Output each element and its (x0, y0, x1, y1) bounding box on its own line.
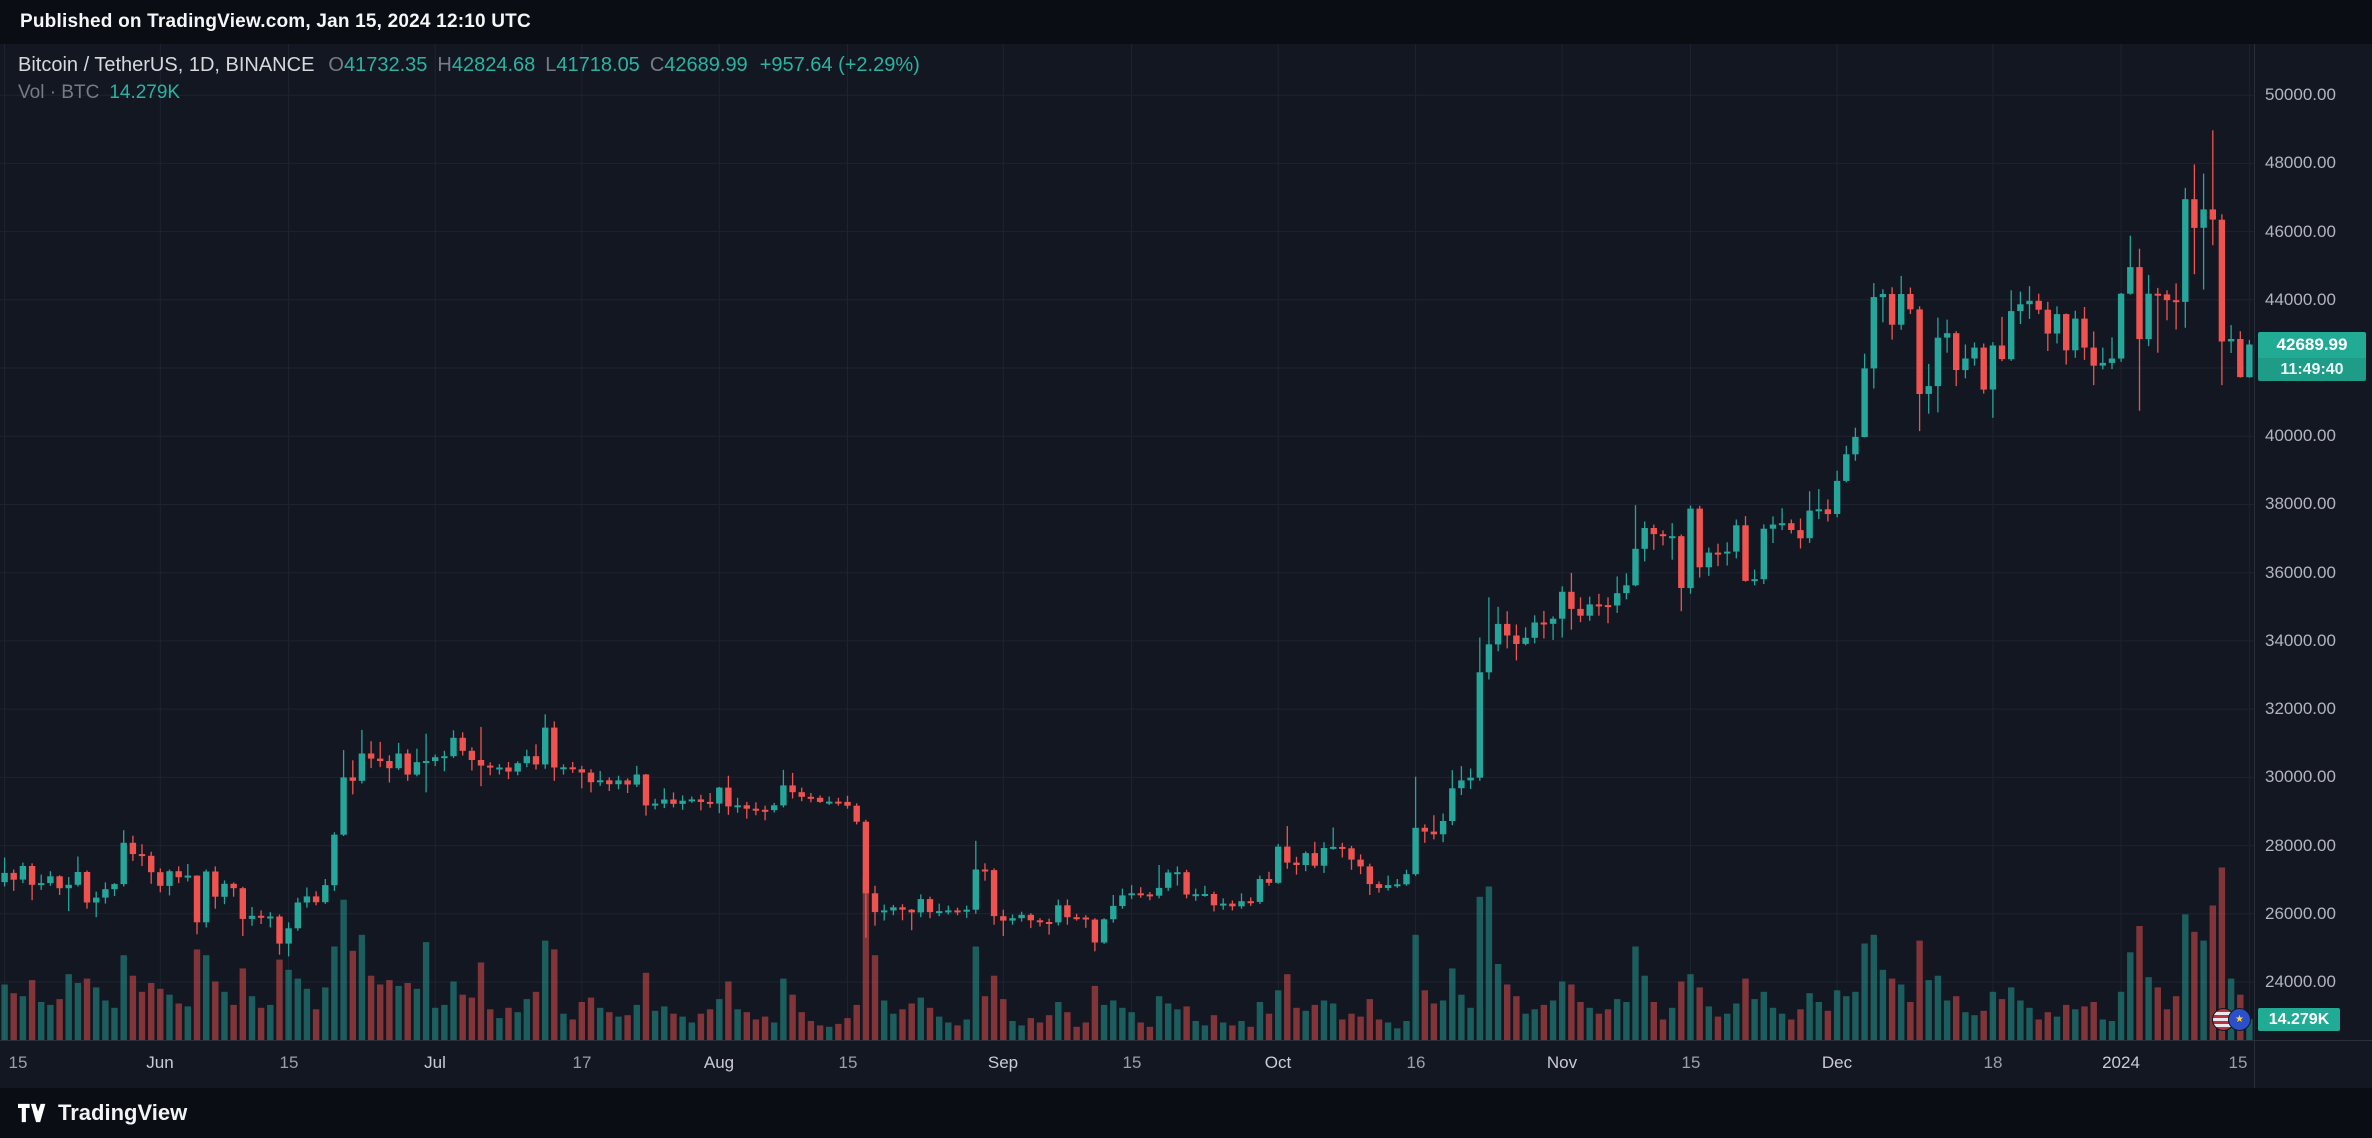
time-tick-label: 18 (1983, 1053, 2003, 1072)
time-tick-label: 15 (1681, 1053, 1701, 1072)
eu-flag-icon[interactable]: ★ (2228, 1008, 2251, 1031)
low-label: L (545, 54, 557, 76)
price-tick-label: 24000.00 (2265, 972, 2336, 991)
time-tick-label: Jul (424, 1053, 446, 1072)
last-price-badge: 42689.99 11:49:40 (2258, 332, 2366, 381)
time-tick-label: Sep (987, 1053, 1019, 1072)
symbol-legend: Bitcoin / TetherUS, 1D, BINANCE O 41732.… (18, 54, 920, 108)
price-tick-label: 36000.00 (2265, 563, 2336, 582)
open-value: 41732.35 (343, 54, 428, 76)
time-tick-label: Oct (1264, 1053, 1292, 1072)
time-tick-label: Nov (1546, 1053, 1578, 1072)
candlestick-plot[interactable] (0, 44, 2254, 1040)
footer-bar: TradingView (0, 1088, 2372, 1138)
volume-label: Vol · BTC (18, 82, 100, 103)
time-tick-label: 15 (8, 1053, 28, 1072)
price-tick-label: 28000.00 (2265, 836, 2336, 855)
time-tick-label: Jun (146, 1053, 174, 1072)
volume-value: 14.279K (109, 82, 181, 103)
time-tick-label: 2024 (2102, 1053, 2140, 1072)
published-text: Published on TradingView.com, Jan 15, 20… (20, 11, 531, 32)
chart-area[interactable]: Bitcoin / TetherUS, 1D, BINANCE O 41732.… (0, 44, 2372, 1088)
open-label: O (328, 54, 344, 76)
price-tick-label: 40000.00 (2265, 426, 2336, 445)
legend-ohlc-row: Bitcoin / TetherUS, 1D, BINANCE O 41732.… (18, 54, 920, 80)
low-value: 41718.05 (556, 54, 640, 76)
high-label: H (437, 54, 452, 76)
time-tick-label: 15 (2228, 1053, 2248, 1072)
price-tick-label: 32000.00 (2265, 699, 2336, 718)
last-price: 42689.99 (2258, 332, 2366, 358)
price-tick-label: 50000.00 (2265, 85, 2336, 104)
bar-countdown: 11:49:40 (2258, 358, 2366, 381)
volume-badge: 14.279K (2258, 1008, 2340, 1031)
time-tick-label: 15 (1122, 1053, 1142, 1072)
time-tick-label: 16 (1406, 1053, 1426, 1072)
event-flag-icons[interactable]: ★ (2212, 1008, 2251, 1031)
time-tick-label: 15 (838, 1053, 858, 1072)
time-axis[interactable]: 15 Jun 15 Jul 17 Aug 15 Sep 15 Oct 16 Nov 15 Dec 18 202… (0, 1041, 2254, 1088)
time-tick-label: 17 (572, 1053, 592, 1072)
price-axis[interactable]: 50000.0048000.0046000.0044000.0042000.00… (2255, 44, 2372, 1040)
price-tick-label: 34000.00 (2265, 631, 2336, 650)
price-axis-separator (2254, 44, 2255, 1088)
price-tick-label: 30000.00 (2265, 767, 2336, 786)
close-value: 42689.99 (664, 54, 748, 76)
price-tick-label: 38000.00 (2265, 494, 2336, 513)
symbol-name[interactable]: Bitcoin / TetherUS, 1D, BINANCE (18, 54, 315, 76)
time-tick-label: Aug (703, 1053, 735, 1072)
time-tick-label: Dec (1821, 1053, 1853, 1072)
tradingview-logo[interactable] (18, 1102, 48, 1124)
close-label: C (649, 54, 665, 76)
brand-name[interactable]: TradingView (58, 1100, 188, 1125)
change-value: +957.64 (+2.29%) (759, 54, 920, 76)
time-axis-separator (0, 1040, 2372, 1041)
published-bar: Published on TradingView.com, Jan 15, 20… (0, 0, 2372, 44)
legend-volume-row: Vol · BTC 14.279K (18, 82, 920, 108)
price-tick-label: 46000.00 (2265, 222, 2336, 241)
price-tick-label: 26000.00 (2265, 904, 2336, 923)
time-tick-label: 15 (279, 1053, 299, 1072)
price-tick-label: 48000.00 (2265, 153, 2336, 172)
price-tick-label: 44000.00 (2265, 290, 2336, 309)
high-value: 42824.68 (451, 54, 536, 76)
